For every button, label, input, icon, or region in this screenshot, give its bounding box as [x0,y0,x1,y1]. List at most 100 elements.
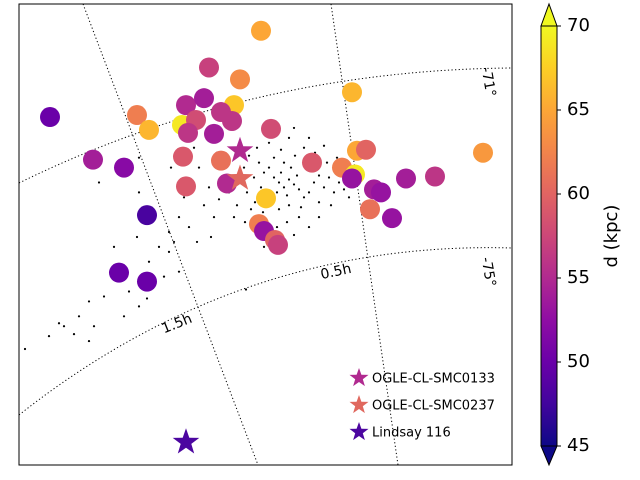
field-star [167,250,171,253]
field-star [135,235,139,239]
field-star [97,181,101,184]
cluster [473,142,493,163]
graticule-line [19,247,512,416]
field-star [192,146,196,149]
graticule-line [330,4,399,465]
cluster [360,199,380,220]
field-star [235,204,239,207]
field-star [112,245,116,248]
cluster [356,139,376,160]
field-star [297,216,301,219]
field-star [122,315,126,318]
field-star [137,156,141,159]
field-star [325,161,329,164]
field-star [212,216,216,219]
colorbar-tick-label: 50 [567,351,590,372]
field-star [302,196,306,199]
field-star [259,186,263,189]
graticule-label: 1.5h [160,311,195,338]
cluster [222,110,242,131]
legend-label: OGLE-CL-SMC0133 [372,372,495,387]
field-star [169,166,173,169]
cluster [425,166,445,187]
cluster [382,208,402,229]
field-star [72,333,76,336]
field-star [257,161,261,164]
field-star [177,216,181,219]
field-star [287,136,291,139]
field-star [253,201,257,204]
cluster [251,20,271,41]
field-star [47,335,51,338]
field-star [57,322,61,325]
cluster [211,150,231,171]
field-star [244,288,248,291]
field-star [322,186,326,189]
star-marker [172,428,200,454]
field-star [245,191,249,194]
cluster [261,118,281,139]
field-star [293,154,297,157]
field-star [252,176,256,179]
cluster [217,173,237,194]
field-star [332,191,336,194]
cluster [302,152,322,173]
field-star [272,176,276,179]
graticule-label: -75° [478,256,499,288]
colorbar-extend [540,2,558,27]
field-star [247,154,251,157]
field-star [322,144,326,147]
field-star [262,171,266,174]
field-star [337,181,341,184]
field-star [145,297,149,300]
field-star [127,290,131,293]
plot-area [23,20,493,454]
plot-frame [18,3,513,466]
colorbar-tick-label: 65 [567,99,590,120]
cluster [204,123,224,144]
field-star [262,245,266,248]
field-star [23,347,27,351]
field-star [285,221,289,224]
field-star [307,225,311,229]
legend: OGLE-CL-SMC0133 OGLE-CL-SMC0237 Lindsay 11… [349,368,495,441]
field-star [217,198,221,201]
field-star [261,211,265,214]
cluster [199,57,219,78]
field-star [329,204,333,207]
field-star [307,136,311,139]
field-star [232,216,236,219]
field-star [282,161,286,164]
legend-label: OGLE-CL-SMC0237 [372,399,495,414]
star-marker [226,136,254,163]
cluster [173,146,193,167]
field-star [242,166,246,169]
colorbar-tick-label: 60 [567,183,590,204]
colorbar-extend [540,445,558,467]
field-star [289,166,293,169]
cluster [137,271,157,292]
cluster [176,176,196,197]
field-star [279,148,283,151]
field-star [187,225,191,229]
field-star [287,178,291,181]
field-star [335,156,339,159]
field-star [287,204,291,207]
colorbar-label: d (kpc) [601,205,622,268]
graticule-label: 0.5h [319,261,353,283]
cluster [396,168,416,189]
field-star [312,181,316,184]
field-star [77,315,81,318]
field-star [207,186,211,189]
field-star [167,230,171,234]
field-star [285,194,289,197]
field-star [87,300,91,303]
cluster [114,157,134,178]
cluster [342,168,362,189]
field-star [267,166,271,169]
field-star [317,216,321,219]
field-star [137,191,141,194]
field-star [195,240,199,244]
cluster [256,188,276,209]
colorbar-tick-label: 45 [567,435,590,456]
